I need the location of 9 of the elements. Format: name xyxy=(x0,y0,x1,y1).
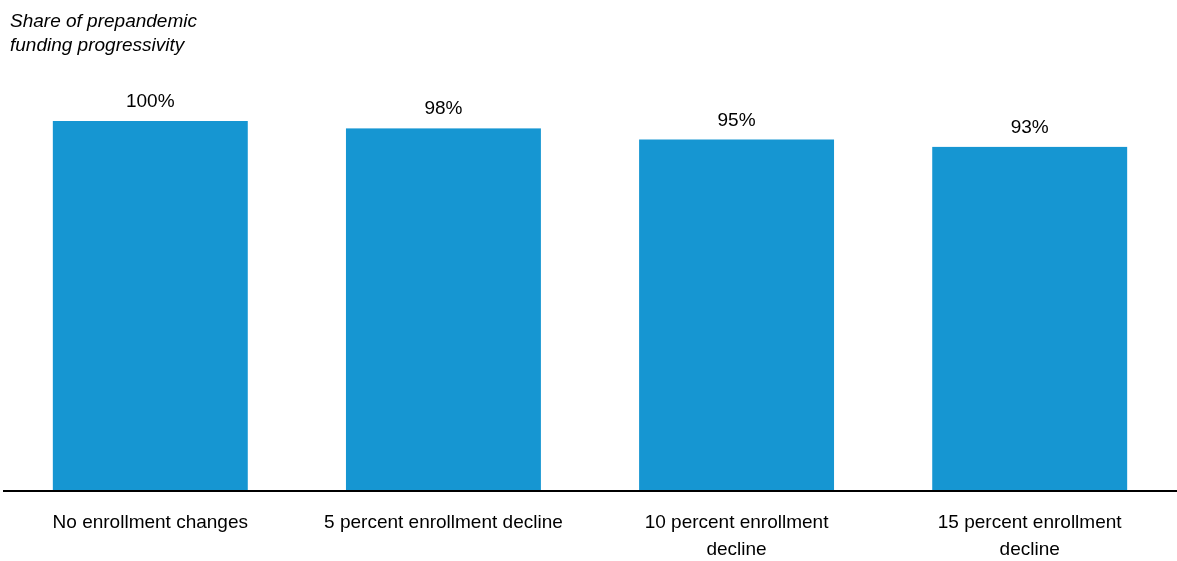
data-label: 100% xyxy=(125,90,175,111)
data-label: 95% xyxy=(717,108,756,130)
data-label: 98% xyxy=(424,97,463,119)
x-tick-label: No enrollment changes xyxy=(52,511,248,532)
data-label: 93% xyxy=(1010,115,1049,137)
x-tick-label: 5 percent enrollment decline xyxy=(324,511,563,532)
y-axis-title: Share of prepandemic funding progressivity xyxy=(10,10,198,55)
x-tick-label: 10 percent enrollment decline xyxy=(644,511,830,559)
x-tick-label: 15 percent enrollment decline xyxy=(937,511,1123,559)
